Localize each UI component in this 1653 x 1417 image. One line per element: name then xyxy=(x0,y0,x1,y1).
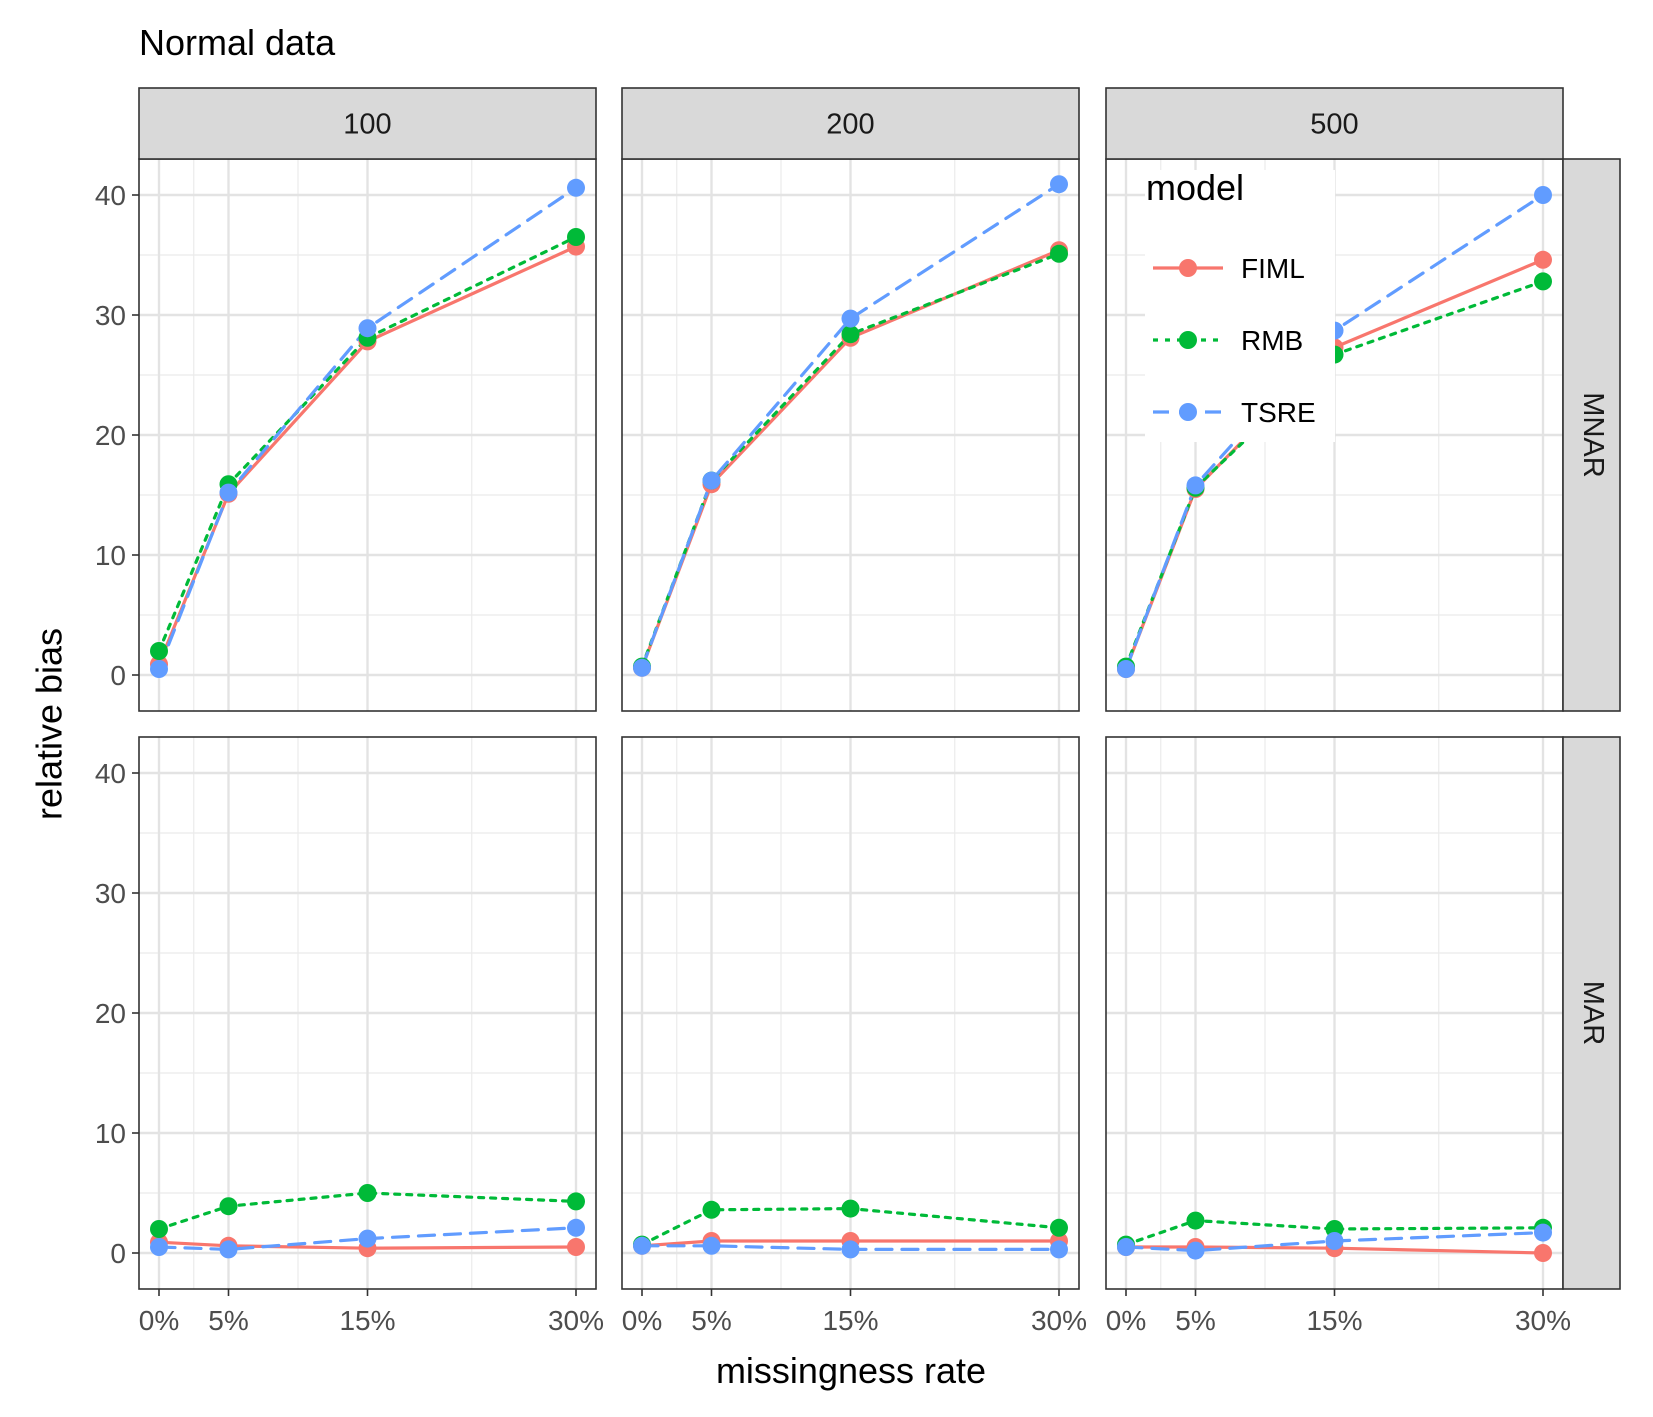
series-line-fiml xyxy=(640,1239,1061,1248)
y-tick-label: 30 xyxy=(95,300,126,331)
data-point-rmb xyxy=(358,1184,377,1202)
data-point-tsre xyxy=(358,1229,377,1248)
x-tick-label: 30% xyxy=(1031,1305,1087,1336)
x-tick-label: 0% xyxy=(139,1305,179,1336)
data-point-tsre xyxy=(702,471,721,490)
data-point-tsre xyxy=(1117,660,1135,678)
y-axis-label: relative bias xyxy=(29,628,70,820)
data-point-tsre xyxy=(1186,476,1205,495)
x-tick-label: 30% xyxy=(1515,1305,1571,1336)
series-line-tsre xyxy=(640,1244,1061,1252)
legend-entry: RMB xyxy=(1241,325,1303,356)
data-point-rmb xyxy=(219,1197,238,1216)
data-point-tsre xyxy=(841,309,860,328)
data-point-tsre xyxy=(1325,1232,1344,1250)
data-point-tsre xyxy=(1186,1241,1205,1260)
series-line-rmb xyxy=(157,1191,578,1231)
data-point-tsre xyxy=(841,1240,860,1259)
x-tick-label: 0% xyxy=(622,1305,662,1336)
series-line-tsre xyxy=(1124,1230,1545,1253)
y-tick-label: 20 xyxy=(95,998,126,1029)
series-line-fiml xyxy=(157,1240,578,1250)
legend-key-point xyxy=(1179,403,1197,421)
data-point-tsre xyxy=(358,319,377,338)
data-point-rmb xyxy=(1050,1218,1068,1237)
y-tick-label: 0 xyxy=(110,1238,126,1269)
y-tick-label: 20 xyxy=(95,420,126,451)
data-point-tsre xyxy=(633,1236,651,1255)
data-point-tsre xyxy=(219,483,238,502)
data-point-tsre xyxy=(567,1218,585,1237)
data-point-rmb xyxy=(841,1199,860,1218)
x-tick-label: 5% xyxy=(691,1305,731,1336)
facet-row-label: MAR xyxy=(1577,981,1609,1045)
series-line-fiml xyxy=(1124,1245,1545,1255)
data-point-fiml xyxy=(567,1238,585,1256)
legend-entry: FIML xyxy=(1241,253,1305,284)
data-point-rmb xyxy=(150,642,168,660)
data-point-rmb xyxy=(567,228,585,246)
facet-strip xyxy=(1562,736,1621,1290)
data-point-tsre xyxy=(1050,175,1068,194)
series-line-rmb xyxy=(640,252,1061,669)
y-tick-label: 30 xyxy=(95,878,126,909)
y-tick-label: 40 xyxy=(95,180,126,211)
x-tick-label: 5% xyxy=(1175,1305,1215,1336)
x-tick-label: 5% xyxy=(208,1305,248,1336)
data-point-rmb xyxy=(841,325,860,344)
legend-key-point xyxy=(1179,259,1197,277)
data-point-rmb xyxy=(702,1200,721,1219)
facet-strip xyxy=(138,87,597,160)
data-point-tsre xyxy=(1534,1223,1552,1242)
y-tick-label: 40 xyxy=(95,758,126,789)
legend-background xyxy=(1145,170,1335,442)
legend-title: model xyxy=(1146,167,1244,208)
y-tick-label: 10 xyxy=(95,540,126,571)
y-tick-label: 10 xyxy=(95,1118,126,1149)
facet-strip xyxy=(621,87,1080,160)
series-line-tsre xyxy=(640,182,1061,670)
data-point-tsre xyxy=(702,1236,721,1255)
data-point-tsre xyxy=(633,658,651,677)
data-point-tsre xyxy=(1534,186,1552,204)
data-point-fiml xyxy=(1534,250,1552,269)
data-point-rmb xyxy=(567,1192,585,1211)
data-point-tsre xyxy=(150,1238,168,1256)
x-tick-label: 30% xyxy=(548,1305,604,1336)
series-line-tsre xyxy=(157,186,578,671)
facet-strip xyxy=(1562,158,1621,712)
data-point-tsre xyxy=(567,178,585,197)
x-tick-label: 15% xyxy=(1306,1305,1362,1336)
series-line-fiml xyxy=(157,245,578,666)
legend-entry: TSRE xyxy=(1241,397,1316,428)
x-tick-label: 0% xyxy=(1106,1305,1146,1336)
chart-title: Normal data xyxy=(139,22,336,63)
data-point-rmb xyxy=(1534,272,1552,291)
x-axis-label: missingness rate xyxy=(716,1350,986,1391)
facet-strip xyxy=(1105,87,1564,160)
data-point-rmb xyxy=(150,1220,168,1238)
series-line-tsre xyxy=(157,1226,578,1252)
data-point-tsre xyxy=(219,1240,238,1259)
data-point-fiml xyxy=(1534,1244,1552,1262)
series-line-rmb xyxy=(640,1206,1061,1247)
y-tick-label: 0 xyxy=(110,660,126,691)
series-line-rmb xyxy=(1124,1218,1545,1247)
data-point-rmb xyxy=(1186,1211,1205,1230)
data-point-rmb xyxy=(1050,244,1068,263)
x-tick-label: 15% xyxy=(822,1305,878,1336)
facet-column-label: 100 xyxy=(343,109,391,141)
x-tick-label: 15% xyxy=(339,1305,395,1336)
facet-column-label: 200 xyxy=(826,109,874,141)
legend-key-point xyxy=(1179,331,1197,349)
facet-row-label: MNAR xyxy=(1577,392,1609,477)
data-point-tsre xyxy=(1050,1240,1068,1259)
facet-column-label: 500 xyxy=(1310,109,1358,141)
data-point-tsre xyxy=(150,660,168,678)
data-point-tsre xyxy=(1117,1238,1135,1256)
